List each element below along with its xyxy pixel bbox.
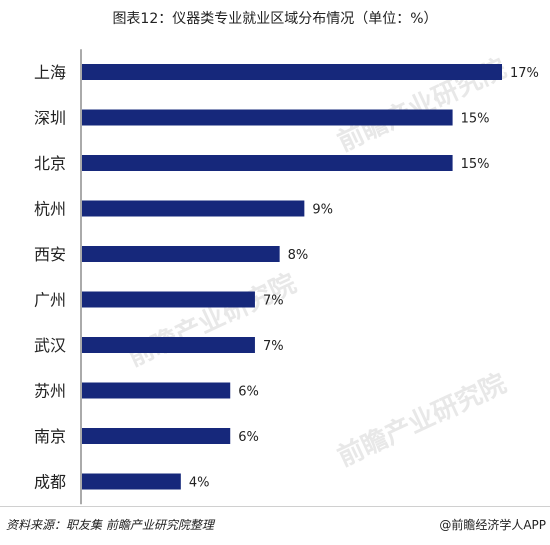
category-label: 西安 — [34, 245, 66, 264]
footer-divider — [0, 506, 550, 507]
data-label: 17% — [510, 66, 539, 81]
category-label: 广州 — [34, 291, 66, 310]
data-label: 15% — [461, 157, 490, 172]
bar — [82, 64, 502, 80]
bar — [82, 155, 453, 171]
data-label: 7% — [263, 339, 284, 354]
data-label: 6% — [238, 430, 259, 445]
data-label: 15% — [461, 112, 490, 127]
data-label: 4% — [189, 476, 210, 491]
bar — [82, 337, 255, 353]
bar — [82, 200, 305, 217]
bar — [82, 109, 453, 126]
chart-title: 图表12：仪器类专业就业区域分布情况（单位：%） — [112, 11, 438, 27]
bar — [82, 246, 280, 262]
category-label: 深圳 — [34, 109, 66, 128]
category-label: 杭州 — [34, 200, 66, 219]
category-label: 苏州 — [34, 382, 66, 401]
source-note: 资料来源：职友集 前瞻产业研究院整理 — [6, 518, 214, 532]
bar — [82, 382, 231, 399]
category-label: 武汉 — [34, 336, 66, 355]
credit-note: @前瞻经济学人APP — [439, 518, 546, 532]
category-label: 成都 — [34, 473, 66, 492]
data-label: 8% — [288, 248, 309, 263]
category-label: 南京 — [34, 427, 66, 446]
category-label: 上海 — [34, 63, 66, 82]
bar — [82, 473, 181, 490]
data-label: 7% — [263, 294, 284, 309]
data-label: 9% — [312, 203, 333, 218]
category-label: 北京 — [34, 154, 66, 173]
data-label: 6% — [238, 385, 259, 400]
bar — [82, 428, 231, 444]
bar — [82, 291, 255, 308]
